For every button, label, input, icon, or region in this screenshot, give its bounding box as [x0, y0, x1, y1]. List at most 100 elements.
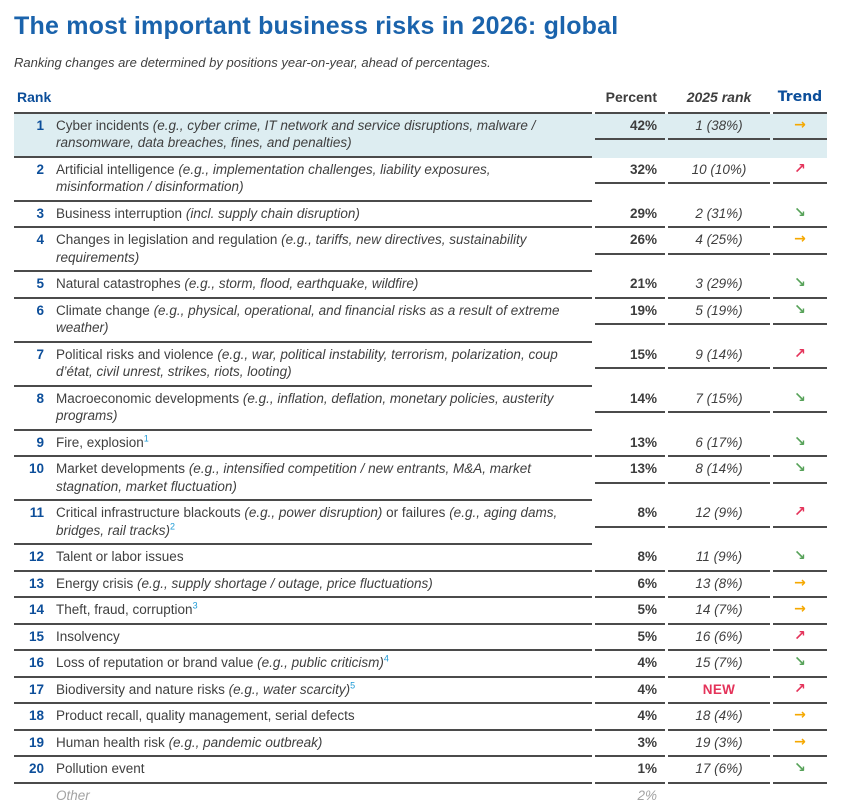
risk-rank: 9 [14, 434, 44, 452]
risk-2025-rank: 15 (7%) [668, 651, 770, 678]
table-row: 13 Energy crisis (e.g., supply shortage /… [14, 572, 827, 599]
risk-percent: 14% [595, 387, 665, 414]
risk-name: Artificial intelligence (e.g., implement… [56, 161, 592, 196]
risk-name-segment: Climate change [56, 303, 154, 318]
risk-2025-rank: 11 (9%) [668, 545, 770, 572]
trend-up-icon: ↗ [794, 504, 806, 520]
risk-percent: 13% [595, 457, 665, 484]
risk-rank: 6 [14, 302, 44, 337]
trend-cell: ↗ [773, 678, 827, 705]
risk-name: Climate change (e.g., physical, operatio… [56, 302, 592, 337]
risk-percent: 4% [595, 651, 665, 678]
risk-2025-rank: 5 (19%) [668, 299, 770, 326]
risk-name: Cyber incidents (e.g., cyber crime, IT n… [56, 117, 592, 152]
risk-rank: 12 [14, 548, 44, 566]
trend-down-icon: ↘ [794, 302, 806, 318]
trend-down-icon: ↘ [794, 434, 806, 450]
risk-percent: 4% [595, 704, 665, 731]
risk-percent: 8% [595, 501, 665, 528]
risk-rank: 3 [14, 205, 44, 223]
risk-2025-rank: 14 (7%) [668, 598, 770, 625]
risk-name-segment: Market developments [56, 461, 189, 476]
trend-down-icon: ↘ [794, 654, 806, 670]
table-row: 5 Natural catastrophes (e.g., storm, floo… [14, 272, 827, 299]
risk-2025-rank: 18 (4%) [668, 704, 770, 731]
other-row: 0Other2% [14, 784, 827, 808]
footnote-ref: 3 [193, 601, 198, 611]
column-header-trend: Trend [773, 86, 827, 114]
risk-name: Critical infrastructure blackouts (e.g.,… [56, 504, 592, 539]
trend-unchanged-icon: → [794, 117, 806, 133]
trend-unchanged-icon: → [794, 734, 806, 750]
column-header-2025-rank: 2025 rank [668, 86, 770, 114]
risk-rank: 7 [14, 346, 44, 381]
risk-name-segment: (e.g., water scarcity) [229, 682, 351, 697]
risk-name-segment: (incl. supply chain disruption) [186, 206, 360, 221]
risk-2025-rank: 19 (3%) [668, 731, 770, 758]
risk-cell: 9 Fire, explosion1 [14, 431, 592, 458]
other-label-cell: 0Other [14, 784, 592, 808]
footnote-ref: 1 [144, 433, 149, 443]
trend-cell: ↗ [773, 158, 827, 185]
risk-2025-rank: 2 (31%) [668, 202, 770, 229]
risk-percent: 26% [595, 228, 665, 255]
risk-cell: 2 Artificial intelligence (e.g., implemen… [14, 158, 592, 202]
column-header-percent: Percent [595, 86, 665, 114]
trend-cell: → [773, 704, 827, 731]
risk-name: Market developments (e.g., intensified c… [56, 460, 592, 495]
risk-percent: 21% [595, 272, 665, 299]
trend-unchanged-icon: → [794, 707, 806, 723]
trend-cell: ↘ [773, 457, 827, 484]
risk-rank: 5 [14, 275, 44, 293]
risk-name: Fire, explosion1 [56, 434, 592, 452]
trend-down-icon: ↘ [794, 460, 806, 476]
risk-name-segment: Cyber incidents [56, 118, 153, 133]
risk-name-segment: Fire, explosion [56, 435, 144, 450]
risk-2025-rank: 8 (14%) [668, 457, 770, 484]
table-body: 1 Cyber incidents (e.g., cyber crime, IT … [14, 114, 827, 808]
risk-rank: 2 [14, 161, 44, 196]
trend-cell: ↗ [773, 625, 827, 652]
risk-name: Energy crisis (e.g., supply shortage / o… [56, 575, 592, 593]
risk-name: Political risks and violence (e.g., war,… [56, 346, 592, 381]
risk-percent: 15% [595, 343, 665, 370]
risk-name: Natural catastrophes (e.g., storm, flood… [56, 275, 592, 293]
risk-rank: 11 [14, 504, 44, 539]
risk-cell: 5 Natural catastrophes (e.g., storm, floo… [14, 272, 592, 299]
trend-cell: ↗ [773, 501, 827, 528]
risk-name: Biodiversity and nature risks (e.g., wat… [56, 681, 592, 699]
risk-name-segment: (e.g., supply shortage / outage, price f… [137, 576, 433, 591]
trend-up-icon: ↗ [794, 346, 806, 362]
risk-name-segment: (e.g., pandemic outbreak) [169, 735, 323, 750]
trend-cell: → [773, 598, 827, 625]
trend-down-icon: ↘ [794, 275, 806, 291]
trend-down-icon: ↘ [794, 205, 806, 221]
risk-percent: 13% [595, 431, 665, 458]
risk-2025-rank: NEW [668, 678, 770, 705]
table-row: 6 Climate change (e.g., physical, operati… [14, 299, 827, 343]
risk-rank: 13 [14, 575, 44, 593]
risk-name-segment: Political risks and violence [56, 347, 217, 362]
trend-up-icon: ↗ [794, 681, 806, 697]
risk-name: Theft, fraud, corruption3 [56, 601, 592, 619]
risk-rank: 1 [14, 117, 44, 152]
risk-rank: 8 [14, 390, 44, 425]
risk-name-segment: Talent or labor issues [56, 549, 184, 564]
page-title: The most important business risks in 202… [14, 12, 827, 41]
risk-cell: 7 Political risks and violence (e.g., war… [14, 343, 592, 387]
risk-rank: 15 [14, 628, 44, 646]
risk-2025-rank: 6 (17%) [668, 431, 770, 458]
